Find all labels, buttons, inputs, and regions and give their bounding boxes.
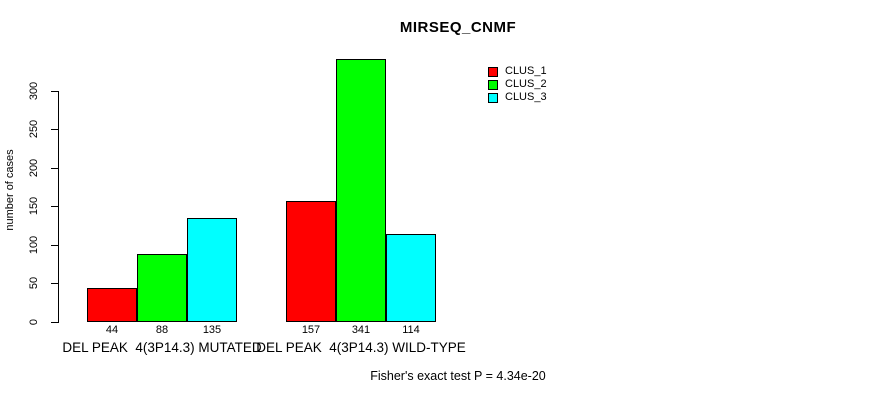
bar-clus_1-group1 — [87, 288, 137, 322]
y-tick — [51, 206, 58, 208]
bar-clus_1-group2 — [286, 200, 336, 322]
legend-row: CLUS_1 — [488, 65, 547, 78]
bar-clus_2-group1 — [137, 254, 187, 322]
bar-clus_3-group1 — [187, 217, 237, 322]
legend-swatch-clus_1 — [488, 66, 498, 77]
y-tick — [51, 90, 58, 92]
y-tick — [51, 129, 58, 131]
category-label: DEL PEAK 4(3P14.3) WILD-TYPE — [256, 340, 466, 355]
legend-row: CLUS_3 — [488, 91, 547, 104]
bar-value-label: 44 — [105, 324, 119, 336]
chart-title: MIRSEQ_CNMF — [399, 19, 517, 36]
bar-clus_3-group2 — [386, 234, 436, 322]
y-tick-label: 100 — [28, 235, 40, 255]
fisher-test-annotation: Fisher's exact test P = 4.34e-20 — [370, 369, 546, 383]
bar-value-label: 135 — [202, 324, 222, 336]
y-tick-label: 150 — [28, 197, 40, 216]
y-axis-line — [58, 90, 59, 323]
y-tick — [51, 322, 58, 323]
bar-value-label: 114 — [402, 324, 420, 336]
y-tick-label: 300 — [28, 81, 40, 100]
legend: CLUS_1 CLUS_2 CLUS_3 — [488, 65, 547, 104]
bar-clus_2-group2 — [336, 59, 386, 322]
y-tick-label: 250 — [28, 119, 40, 139]
y-tick — [51, 283, 58, 285]
legend-label: CLUS_2 — [505, 78, 547, 90]
y-tick — [51, 244, 58, 246]
bar-value-label: 88 — [155, 324, 169, 336]
y-axis-label: number of cases — [4, 149, 16, 231]
category-label: DEL PEAK 4(3P14.3) MUTATED — [62, 340, 262, 355]
y-tick — [51, 167, 58, 169]
legend-row: CLUS_2 — [488, 78, 547, 91]
legend-label: CLUS_3 — [505, 91, 547, 103]
bar-value-label: 157 — [301, 324, 321, 336]
legend-swatch-clus_3 — [488, 92, 498, 103]
y-tick-label: 50 — [28, 277, 40, 290]
bar-value-label: 341 — [351, 324, 371, 336]
y-tick-label: 200 — [28, 158, 40, 177]
y-tick-label: 0 — [28, 318, 40, 326]
legend-swatch-clus_2 — [488, 79, 498, 90]
legend-label: CLUS_1 — [505, 65, 547, 77]
